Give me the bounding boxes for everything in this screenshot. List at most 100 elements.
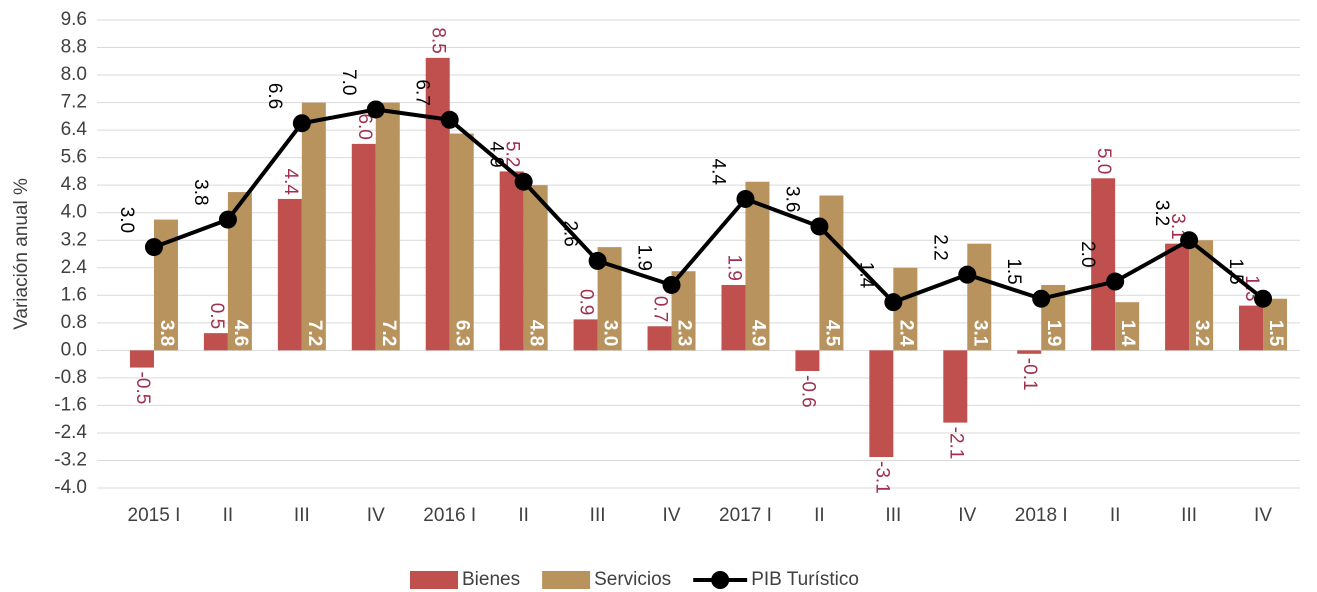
y-tick-label: 1.6 xyxy=(61,284,87,305)
data-label: 3.0 xyxy=(600,320,621,346)
legend-label: PIB Turístico xyxy=(751,569,859,590)
bar xyxy=(1165,243,1190,351)
legend-swatch xyxy=(542,571,591,589)
y-tick-label: 0.0 xyxy=(61,339,87,360)
line-marker xyxy=(144,238,163,257)
y-tick-label: 0.8 xyxy=(61,312,87,333)
data-label: 5.0 xyxy=(1093,148,1114,174)
data-label: 7.2 xyxy=(304,320,325,346)
line-marker xyxy=(1254,289,1273,308)
data-label: 1.5 xyxy=(1225,258,1246,284)
y-tick-label: -3.2 xyxy=(54,449,87,470)
x-tick-label: 2018 I xyxy=(1015,505,1068,526)
data-label: 7.0 xyxy=(338,69,359,95)
x-tick-label: 2016 I xyxy=(423,505,476,526)
line xyxy=(153,107,1265,305)
bar xyxy=(869,350,894,458)
y-tick-label: 4.0 xyxy=(61,202,87,223)
y-axis-label: Variación anual % xyxy=(11,178,32,330)
x-tick-label: IV xyxy=(958,505,976,526)
data-label: 4.5 xyxy=(821,320,842,347)
bar xyxy=(1263,298,1288,351)
y-tick-label: 3.2 xyxy=(61,229,87,250)
bar xyxy=(1091,178,1116,351)
data-label: 3.8 xyxy=(190,179,211,205)
data-label: -0.1 xyxy=(1019,358,1040,391)
y-tick-label: 5.6 xyxy=(61,147,87,168)
y-tick-label: 4.8 xyxy=(61,174,87,195)
x-tick-label: II xyxy=(814,505,825,526)
bar xyxy=(943,350,968,423)
data-label: -0.5 xyxy=(132,372,153,405)
data-label: -0.6 xyxy=(797,375,818,408)
x-tick-label: II xyxy=(1110,505,1121,526)
data-label: 3.2 xyxy=(1191,320,1212,346)
line-marker xyxy=(736,189,755,208)
data-label: -3.1 xyxy=(871,461,892,494)
x-tick-label: IV xyxy=(367,505,385,526)
line-marker xyxy=(588,251,607,270)
data-label: 1.5 xyxy=(1003,258,1024,284)
y-tick-label: -2.4 xyxy=(54,422,87,443)
legend-swatch xyxy=(410,571,458,589)
y-tick-label: -0.8 xyxy=(54,367,87,388)
bar xyxy=(499,171,524,351)
bar xyxy=(425,57,450,351)
data-label: 7.2 xyxy=(378,320,399,346)
data-label: 1.9 xyxy=(634,245,655,271)
line-marker xyxy=(810,217,829,236)
bar xyxy=(721,284,746,351)
y-tick-label: -1.6 xyxy=(54,394,87,415)
line-marker xyxy=(1180,231,1199,250)
y-tick-label: 8.8 xyxy=(61,37,87,58)
data-label: 2.0 xyxy=(1077,241,1098,267)
data-label: 2.4 xyxy=(895,320,916,347)
data-label: 8.5 xyxy=(428,27,449,53)
bar xyxy=(375,102,400,351)
data-label: 4.9 xyxy=(486,141,507,167)
bar xyxy=(523,185,548,351)
bar xyxy=(573,319,598,351)
data-label: 1.5 xyxy=(1265,320,1286,347)
data-label: 3.0 xyxy=(116,207,137,233)
line-marker xyxy=(440,110,459,129)
data-label: 4.4 xyxy=(280,169,301,196)
y-tick-label: 6.4 xyxy=(61,119,88,140)
bar xyxy=(1239,305,1264,351)
legend-label: Bienes xyxy=(462,569,520,590)
data-label: 1.9 xyxy=(723,255,744,281)
x-tick-label: III xyxy=(885,505,901,526)
x-tick-label: II xyxy=(518,505,529,526)
data-label: 2.6 xyxy=(560,220,581,246)
data-label: 2.3 xyxy=(674,320,695,346)
y-tick-label: 7.2 xyxy=(61,92,87,113)
line-marker xyxy=(884,293,903,312)
x-tick-label: II xyxy=(223,505,234,526)
bar xyxy=(745,181,770,351)
line-marker xyxy=(218,210,237,229)
data-label: 0.9 xyxy=(576,289,597,315)
data-label: -2.1 xyxy=(945,427,966,460)
data-label: 1.9 xyxy=(1043,320,1064,346)
data-label: 4.9 xyxy=(747,320,768,346)
data-label: 1.4 xyxy=(855,262,876,289)
legend-swatch xyxy=(711,571,730,589)
line-marker xyxy=(1032,289,1051,308)
data-label: 6.0 xyxy=(354,113,375,139)
x-tick-label: III xyxy=(294,505,310,526)
bar xyxy=(795,350,820,371)
bar xyxy=(277,198,302,351)
x-tick-label: 2015 I xyxy=(128,505,181,526)
x-tick-label: IV xyxy=(663,505,681,526)
data-label: 4.8 xyxy=(526,320,547,346)
data-label: 3.6 xyxy=(781,186,802,212)
line-marker xyxy=(958,265,977,284)
y-tick-label: 2.4 xyxy=(61,257,88,278)
legend-label: Servicios xyxy=(594,569,671,590)
bar xyxy=(203,333,228,351)
data-label: 1.4 xyxy=(1117,320,1138,347)
bar xyxy=(351,143,376,351)
data-label: 6.7 xyxy=(412,79,433,105)
x-tick-label: IV xyxy=(1254,505,1272,526)
bar xyxy=(129,350,154,368)
